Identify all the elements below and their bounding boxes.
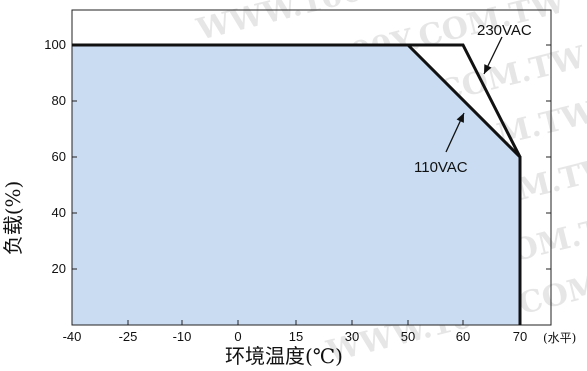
x-axis-label: 环境温度(℃)	[225, 344, 343, 368]
x-tick-label: 60	[456, 329, 470, 344]
operating-area-fill	[72, 45, 520, 325]
x-tick-label: 30	[345, 329, 359, 344]
y-tick-label: 40	[52, 205, 66, 220]
x-tick-label: 0	[234, 329, 241, 344]
arrowhead-230vac	[484, 64, 492, 74]
series-layer	[72, 43, 522, 325]
y-tick-label: 80	[52, 93, 66, 108]
annotation-110vac: 110VAC	[414, 159, 468, 176]
series-annotations: 230VAC 110VAC	[414, 22, 532, 176]
axis-ticks: -40 -25 -10 0 15 30 50 60 70 20 40 60 80 100	[44, 37, 551, 344]
x-axis-unit-note: (水平)	[543, 331, 576, 345]
x-tick-label: -10	[173, 329, 192, 344]
y-tick-label: 20	[52, 261, 66, 276]
plot-frame	[71, 9, 552, 326]
y-axis-label: 负载(%)	[1, 181, 25, 256]
x-tick-label: 15	[289, 329, 303, 344]
x-tick-label: 50	[401, 329, 415, 344]
annotation-230vac: 230VAC	[477, 22, 532, 39]
arrowhead-110vac	[456, 113, 464, 123]
x-tick-label: -40	[63, 329, 82, 344]
y-tick-label: 60	[52, 149, 66, 164]
x-tick-label: -25	[119, 329, 138, 344]
y-tick-label: 100	[44, 37, 66, 52]
x-tick-label: 70	[513, 329, 527, 344]
series-line-110vac	[72, 43, 522, 325]
